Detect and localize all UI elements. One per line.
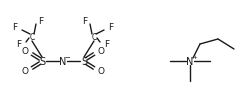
Text: O: O xyxy=(22,47,29,56)
Text: F: F xyxy=(82,17,88,26)
Text: O: O xyxy=(22,67,29,76)
Text: F: F xyxy=(16,40,22,49)
Text: O: O xyxy=(97,67,104,76)
Text: +: + xyxy=(192,55,197,59)
Text: O: O xyxy=(97,47,104,56)
Text: F: F xyxy=(108,23,114,32)
Text: F: F xyxy=(38,17,44,26)
Text: C: C xyxy=(91,33,97,42)
Text: N: N xyxy=(186,56,194,66)
Text: S: S xyxy=(81,56,87,66)
Text: C: C xyxy=(29,33,35,42)
Text: F: F xyxy=(12,23,18,32)
Text: F: F xyxy=(104,40,110,49)
Text: S: S xyxy=(39,56,45,66)
Text: N: N xyxy=(59,56,67,66)
Text: −: − xyxy=(64,55,70,60)
